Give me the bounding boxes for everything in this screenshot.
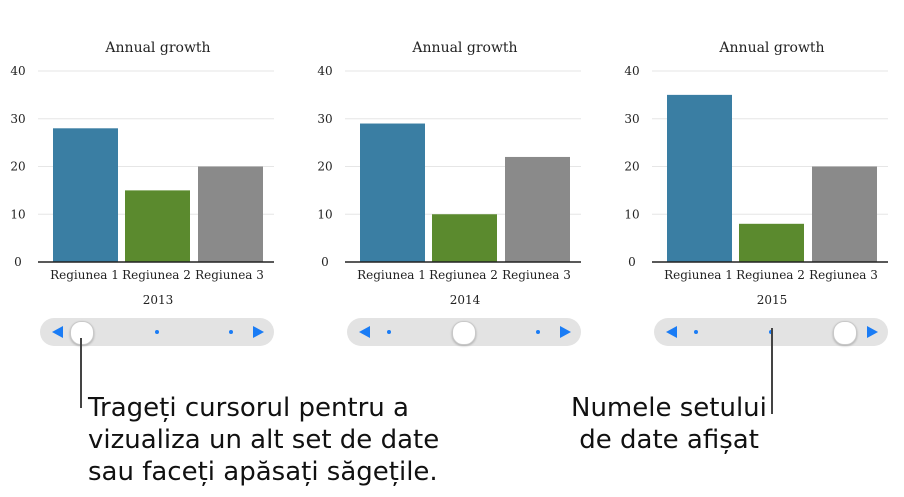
y-tick-label: 0 (628, 255, 636, 269)
y-tick-label: 0 (321, 255, 329, 269)
y-tick-label: 40 (10, 64, 25, 78)
slider-thumb[interactable] (452, 321, 476, 345)
y-tick-label: 30 (624, 112, 639, 126)
chart-title: Annual growth (411, 40, 517, 56)
slider-thumb[interactable] (70, 321, 94, 345)
slider-thumb[interactable] (833, 321, 857, 345)
previous-arrow-icon[interactable] (359, 326, 370, 338)
dataset-slider[interactable] (347, 318, 581, 346)
bar-regiunea-2 (432, 214, 497, 262)
slider-stop-dot[interactable] (229, 330, 233, 334)
y-tick-label: 40 (624, 64, 639, 78)
bar-regiunea-1 (667, 94, 732, 262)
category-label: Regiunea 2 (736, 268, 805, 282)
slider-stop-dot[interactable] (694, 330, 698, 334)
category-label: Regiunea 1 (664, 268, 733, 282)
callout-left-text: Trageți cursorul pentru a vizualiza un a… (88, 393, 440, 487)
bar-regiunea-2 (739, 223, 804, 262)
dataset-name-label: 2014 (450, 293, 481, 307)
bar-regiunea-3 (198, 166, 263, 262)
y-tick-label: 20 (317, 160, 332, 174)
y-tick-label: 0 (14, 255, 22, 269)
y-tick-label: 30 (10, 112, 25, 126)
bar-regiunea-3 (505, 156, 570, 262)
dataset-name-label: 2013 (143, 293, 174, 307)
callout-right-text: Numele setului de date afișat (571, 393, 767, 455)
category-label: Regiunea 1 (50, 268, 119, 282)
category-label: Regiunea 3 (809, 268, 878, 282)
next-arrow-icon[interactable] (560, 326, 571, 338)
y-tick-label: 10 (624, 207, 639, 221)
bar-regiunea-1 (53, 128, 118, 262)
bar-regiunea-3 (812, 166, 877, 262)
next-arrow-icon[interactable] (253, 326, 264, 338)
category-label: Regiunea 2 (429, 268, 498, 282)
category-label: Regiunea 2 (122, 268, 191, 282)
chart-title: Annual growth (718, 40, 824, 56)
y-tick-label: 20 (624, 160, 639, 174)
bar-regiunea-1 (360, 123, 425, 263)
slider-stop-dot[interactable] (155, 330, 159, 334)
category-label: Regiunea 3 (502, 268, 571, 282)
slider-stop-dot[interactable] (536, 330, 540, 334)
bar-regiunea-2 (125, 190, 190, 262)
y-tick-label: 30 (317, 112, 332, 126)
y-tick-label: 10 (317, 207, 332, 221)
y-tick-label: 40 (317, 64, 332, 78)
previous-arrow-icon[interactable] (666, 326, 677, 338)
y-tick-label: 10 (10, 207, 25, 221)
chart-title: Annual growth (104, 40, 210, 56)
dataset-slider[interactable] (40, 318, 274, 346)
category-label: Regiunea 1 (357, 268, 426, 282)
dataset-name-label: 2015 (757, 293, 788, 307)
callout-line-right (771, 328, 773, 414)
slider-stop-dot[interactable] (387, 330, 391, 334)
callout-line-left (80, 338, 82, 408)
category-label: Regiunea 3 (195, 268, 264, 282)
previous-arrow-icon[interactable] (52, 326, 63, 338)
next-arrow-icon[interactable] (867, 326, 878, 338)
y-tick-label: 20 (10, 160, 25, 174)
